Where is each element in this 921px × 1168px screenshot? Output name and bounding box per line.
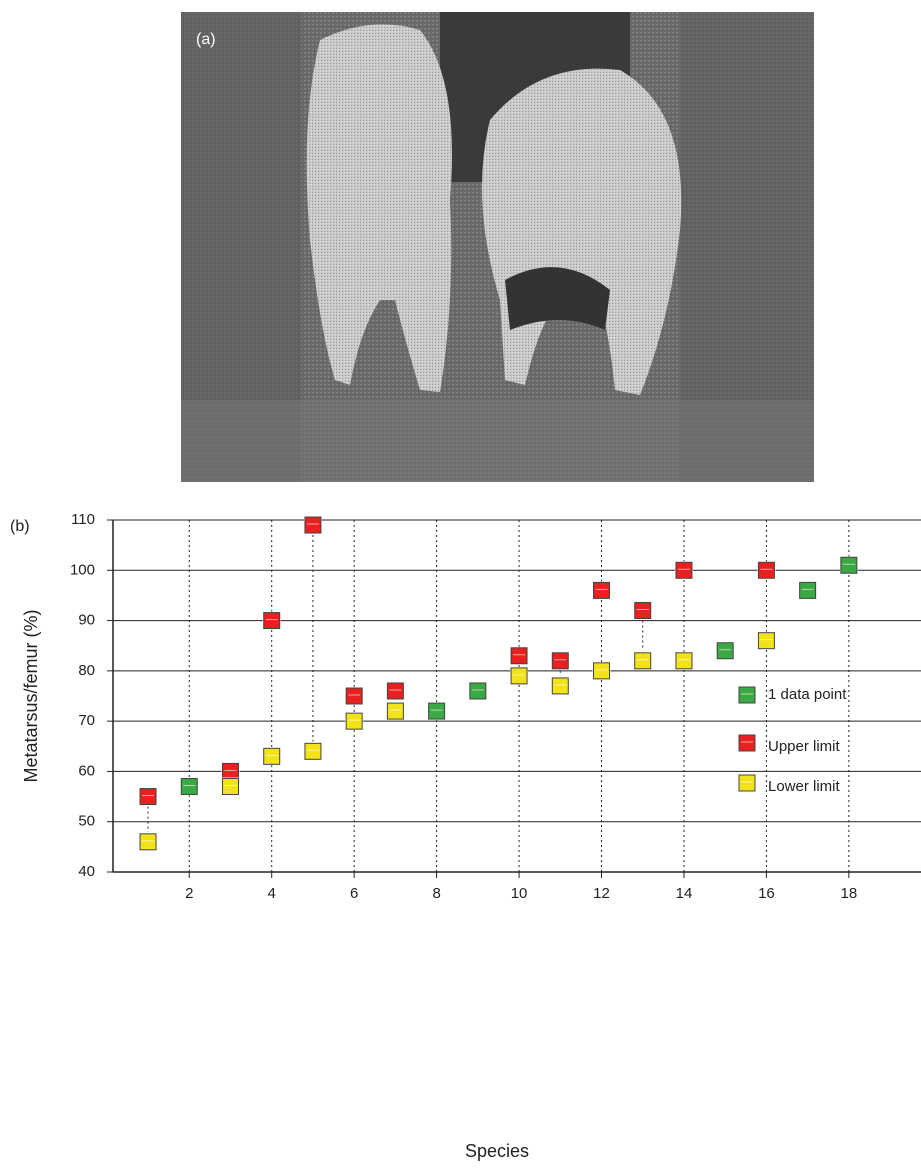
point: [675, 652, 693, 670]
point: [551, 677, 569, 695]
y-tick-label: 100: [70, 561, 95, 578]
point: [675, 561, 693, 579]
legend-swatch: [738, 734, 756, 752]
point: [757, 632, 775, 650]
panel-a-label: (a): [196, 31, 216, 48]
x-tick-label: 8: [432, 885, 440, 902]
point: [304, 516, 322, 534]
photo: [181, 12, 814, 482]
y-tick-label: 50: [78, 813, 95, 830]
point: [386, 702, 404, 720]
point: [634, 602, 652, 620]
y-tick-label: 70: [78, 712, 95, 729]
y-axis-label: Metatarsus/femur (%): [21, 609, 41, 782]
point: [593, 662, 611, 680]
y-tick-label: 60: [78, 762, 95, 779]
x-tick-label: 18: [841, 885, 858, 902]
point: [469, 682, 487, 700]
x-tick-label: 16: [758, 885, 775, 902]
point: [840, 556, 858, 574]
point: [386, 682, 404, 700]
x-axis-label: Species: [465, 1141, 529, 1161]
point: [634, 652, 652, 670]
point: [510, 667, 528, 685]
y-tick-label: 90: [78, 612, 95, 629]
y-tick-label: 110: [71, 511, 95, 528]
point: [510, 647, 528, 665]
x-tick-label: 14: [676, 885, 693, 902]
point: [221, 778, 239, 796]
x-tick-label: 6: [350, 885, 358, 902]
point: [428, 702, 446, 720]
x-tick-label: 2: [185, 885, 193, 902]
point: [345, 687, 363, 705]
point: [139, 833, 157, 851]
panel-b-label: (b): [10, 518, 30, 535]
point: [263, 612, 281, 630]
point: [757, 561, 775, 579]
point: [345, 712, 363, 730]
point: [593, 581, 611, 599]
y-tick-label: 80: [78, 662, 95, 679]
point: [180, 778, 198, 796]
point: [551, 652, 569, 670]
x-tick-label: 4: [268, 885, 276, 902]
point: [139, 788, 157, 806]
legend-swatch: [738, 774, 756, 792]
point: [263, 747, 281, 765]
legend-swatch: [738, 686, 756, 704]
point: [304, 742, 322, 760]
point: [799, 581, 817, 599]
x-tick-label: 12: [593, 885, 610, 902]
x-tick-label: 10: [511, 885, 528, 902]
legend-label: Upper limit: [768, 738, 841, 755]
point: [221, 762, 239, 780]
legend-label: 1 data point: [768, 686, 847, 703]
legend-label: Lower limit: [768, 778, 841, 795]
point: [716, 642, 734, 660]
y-tick-label: 40: [78, 863, 95, 880]
